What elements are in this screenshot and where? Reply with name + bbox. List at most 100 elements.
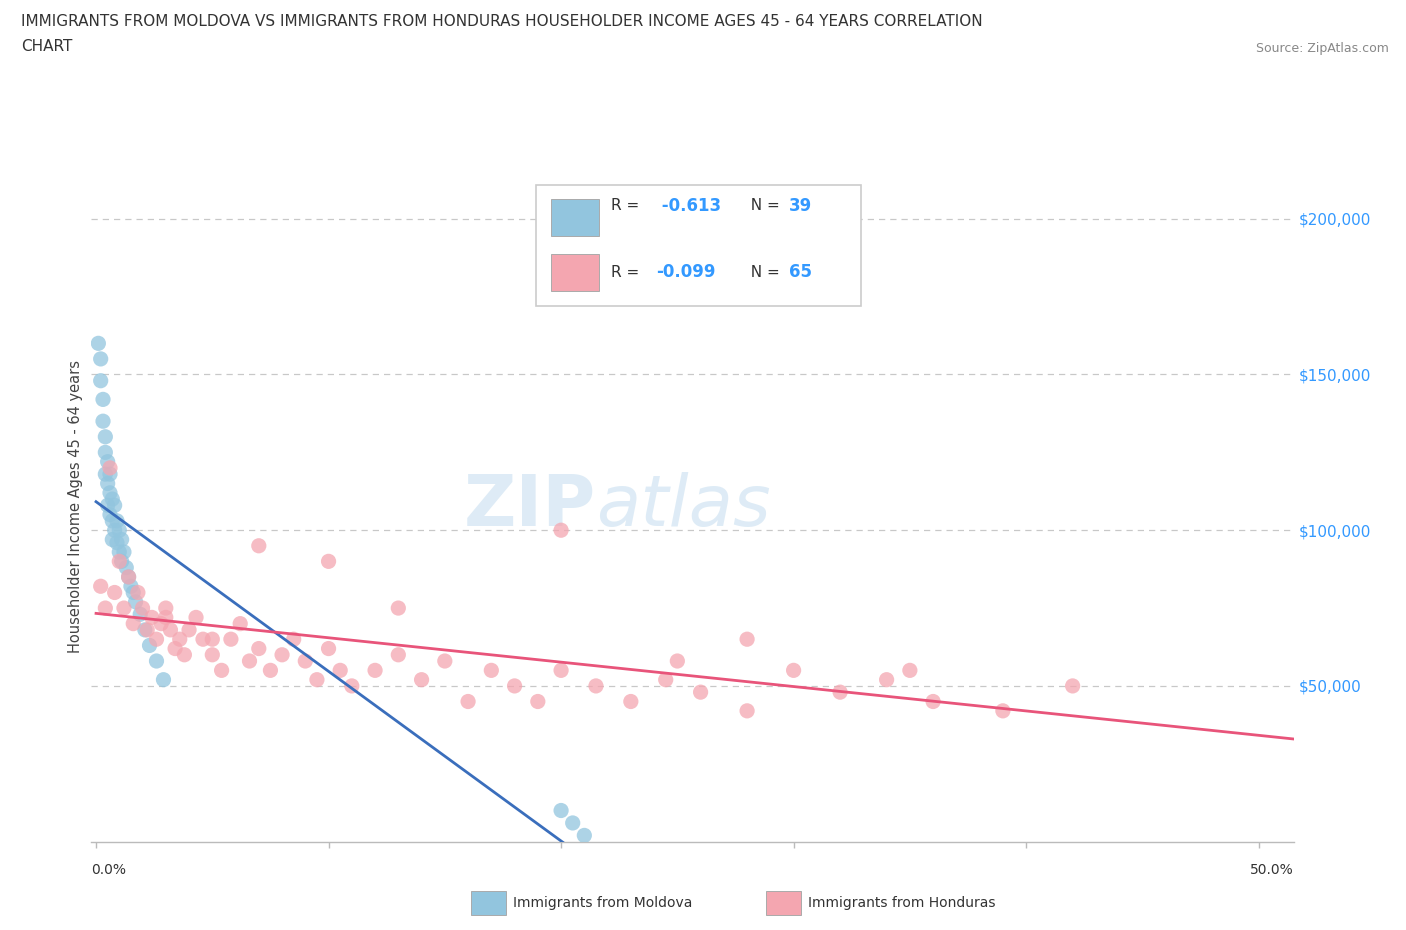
Point [782, 663, 804, 678]
Text: N =: N = [741, 198, 785, 213]
Text: R =: R = [610, 198, 644, 213]
Text: atlas: atlas [596, 472, 770, 541]
Point [271, 647, 294, 662]
Point [115, 560, 138, 575]
Point [550, 663, 572, 678]
Point [98, 467, 121, 482]
Point [110, 554, 132, 569]
Point [294, 654, 316, 669]
Point [340, 679, 363, 694]
FancyBboxPatch shape [536, 185, 860, 306]
Point [830, 684, 852, 699]
Point [457, 694, 479, 709]
Point [364, 663, 387, 678]
Point [159, 622, 181, 637]
Point [561, 816, 583, 830]
Point [104, 523, 127, 538]
Point [150, 617, 173, 631]
Text: -0.099: -0.099 [657, 263, 716, 282]
Point [108, 554, 131, 569]
Point [991, 703, 1014, 718]
Point [94, 445, 117, 459]
Point [136, 622, 159, 637]
Point [101, 532, 124, 547]
Text: CHART: CHART [21, 39, 73, 54]
Point [654, 672, 676, 687]
Point [122, 585, 145, 600]
Point [98, 485, 121, 500]
Point [101, 513, 124, 528]
Point [574, 828, 596, 843]
Point [922, 694, 945, 709]
Point [108, 545, 131, 560]
Point [305, 672, 328, 687]
Point [94, 430, 117, 445]
Point [91, 414, 114, 429]
Point [550, 804, 572, 818]
Point [318, 641, 340, 656]
Point [155, 610, 177, 625]
Point [104, 498, 127, 512]
Point [97, 498, 120, 512]
Text: Immigrants from Honduras: Immigrants from Honduras [808, 896, 995, 910]
Text: ZIP: ZIP [464, 472, 596, 541]
Bar [551, 255, 599, 291]
Point [120, 578, 142, 593]
Text: -0.613: -0.613 [657, 196, 721, 215]
Point [173, 647, 195, 662]
Point [247, 641, 270, 656]
Point [735, 703, 758, 718]
Point [318, 554, 340, 569]
Point [169, 631, 191, 646]
Point [108, 523, 131, 538]
Point [411, 672, 433, 687]
Point [122, 617, 145, 631]
Point [129, 607, 152, 622]
Point [131, 601, 153, 616]
Point [666, 654, 689, 669]
Point [387, 647, 409, 662]
Point [247, 538, 270, 553]
Point [550, 523, 572, 538]
Point [735, 631, 758, 646]
Point [898, 663, 921, 678]
Point [433, 654, 456, 669]
Point [219, 631, 242, 646]
Point [104, 585, 127, 600]
Text: N =: N = [741, 265, 785, 280]
Point [329, 663, 352, 678]
Point [145, 654, 167, 669]
Text: R =: R = [610, 265, 644, 280]
Point [152, 672, 174, 687]
Point [127, 585, 149, 600]
Point [259, 663, 281, 678]
Point [134, 622, 156, 637]
Point [184, 610, 207, 625]
Text: 65: 65 [789, 263, 811, 282]
Point [191, 631, 214, 646]
Point [94, 467, 117, 482]
Point [620, 694, 643, 709]
Point [97, 454, 120, 469]
Point [124, 594, 146, 609]
Point [98, 460, 121, 475]
Point [110, 532, 132, 547]
Text: Immigrants from Moldova: Immigrants from Moldova [513, 896, 693, 910]
Point [105, 513, 128, 528]
Y-axis label: Householder Income Ages 45 - 64 years: Householder Income Ages 45 - 64 years [67, 360, 83, 654]
Point [105, 536, 128, 551]
Point [90, 578, 112, 593]
Point [503, 679, 526, 694]
Point [112, 601, 135, 616]
Point [211, 663, 233, 678]
Bar [551, 199, 599, 235]
Point [94, 601, 117, 616]
Point [177, 622, 200, 637]
Point [201, 647, 224, 662]
Text: 50.0%: 50.0% [1250, 863, 1294, 877]
Text: IMMIGRANTS FROM MOLDOVA VS IMMIGRANTS FROM HONDURAS HOUSEHOLDER INCOME AGES 45 -: IMMIGRANTS FROM MOLDOVA VS IMMIGRANTS FR… [21, 14, 983, 29]
Point [201, 631, 224, 646]
Point [876, 672, 898, 687]
Point [90, 373, 112, 388]
Point [689, 684, 711, 699]
